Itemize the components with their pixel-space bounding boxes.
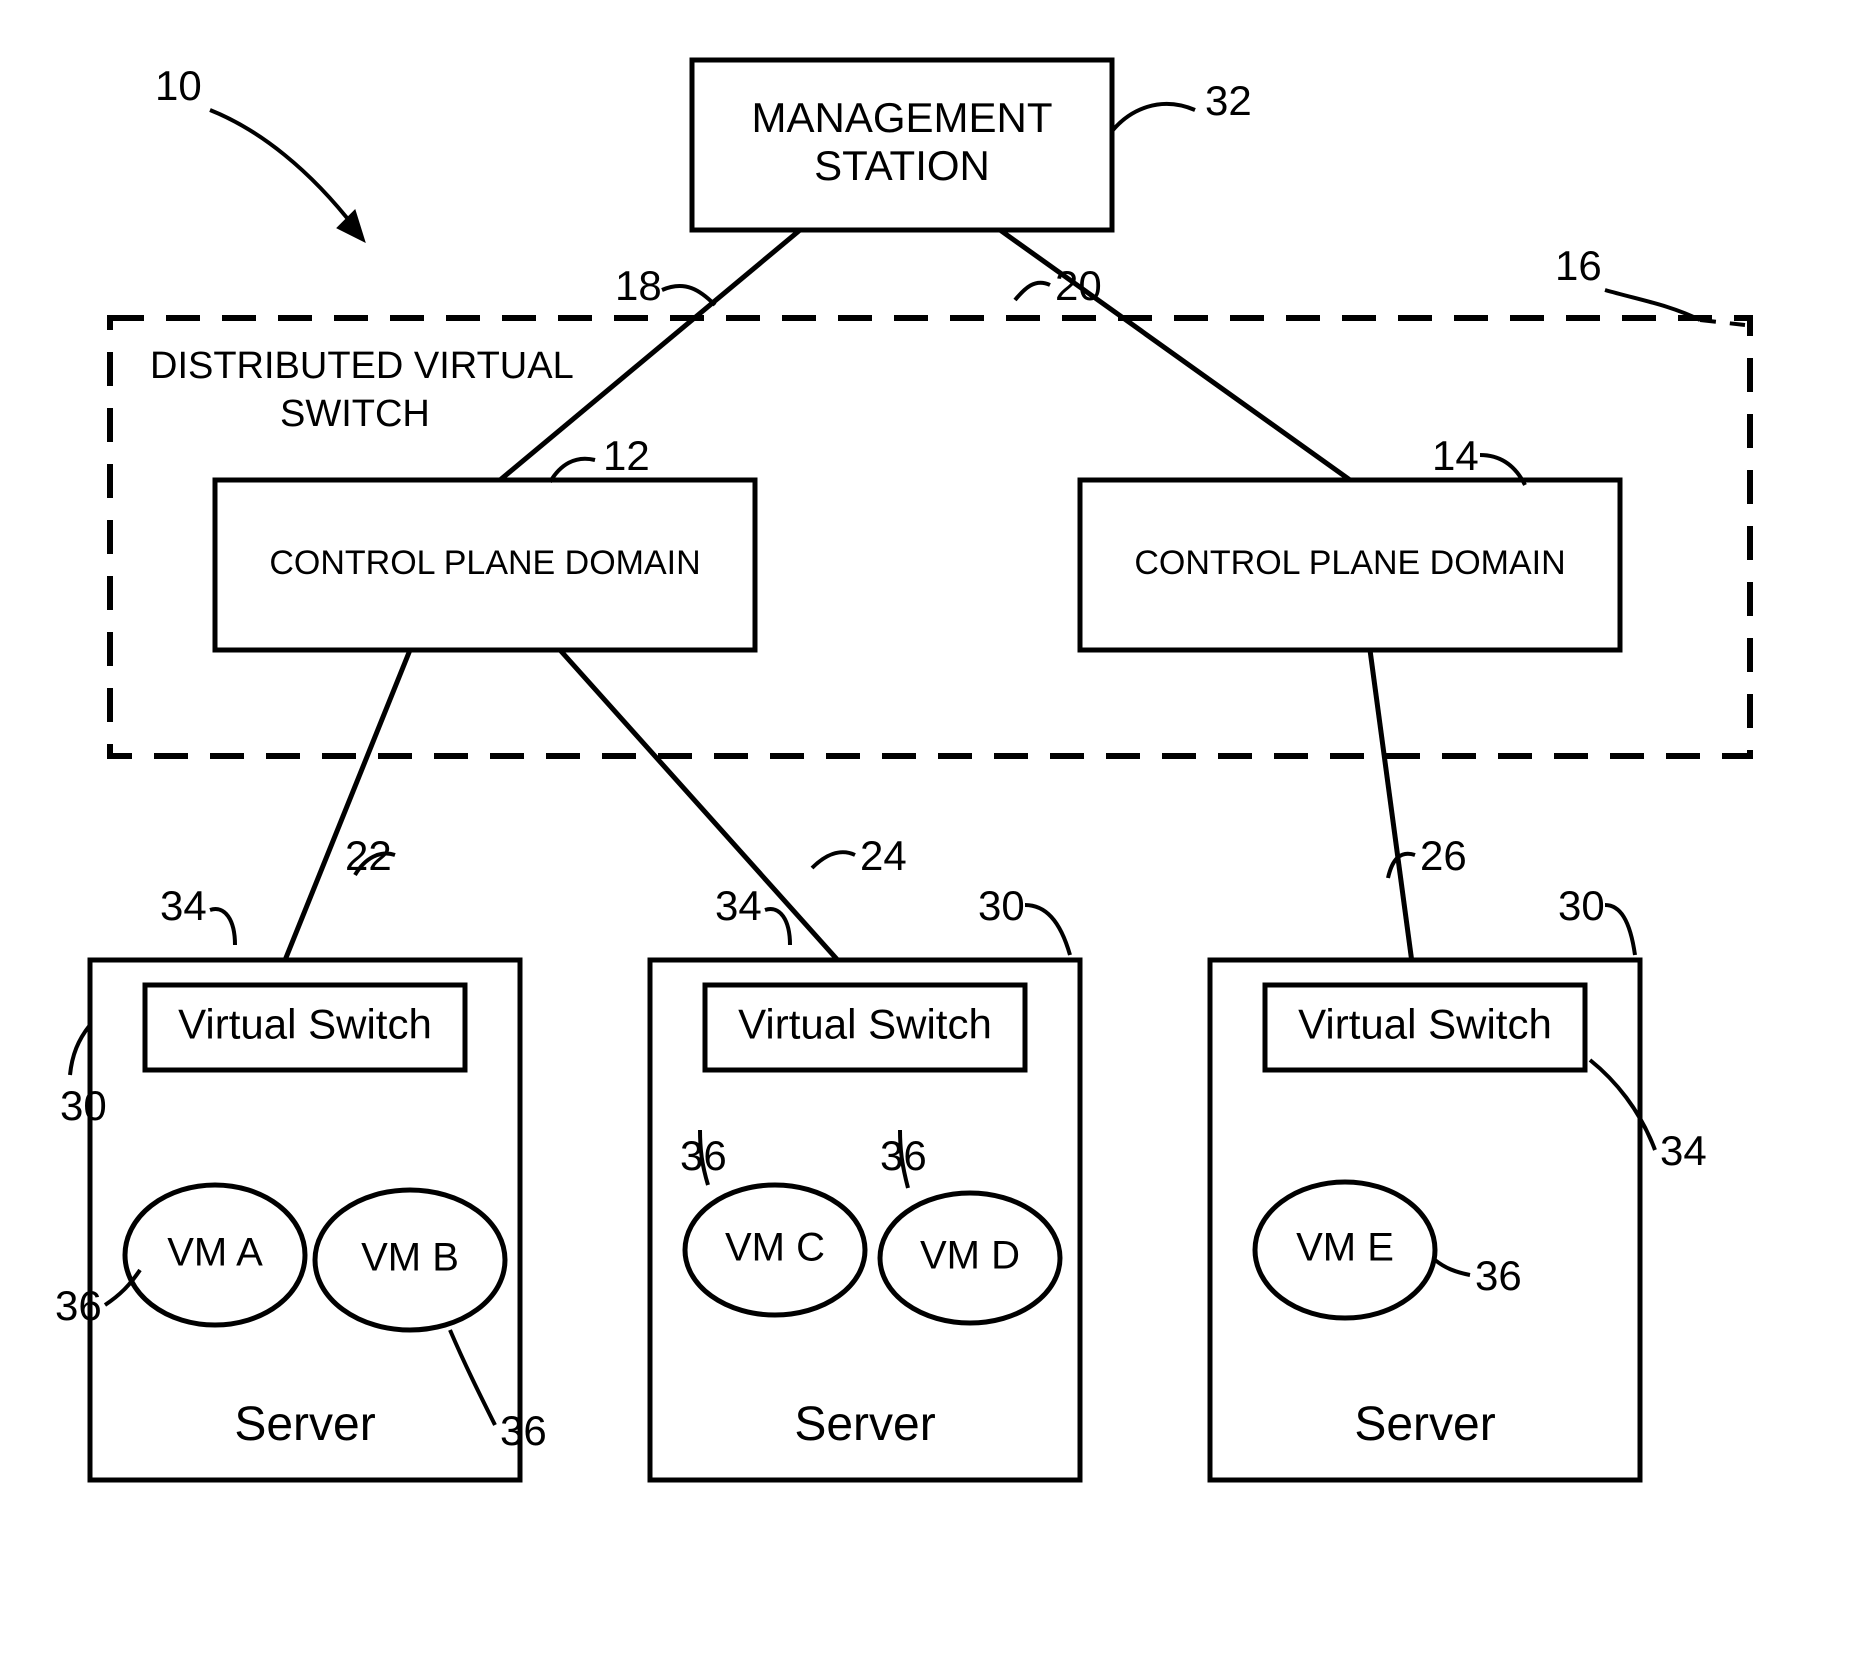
ref-10-arrowhead (337, 210, 365, 242)
ref-36-b: 36 (500, 1407, 547, 1454)
vsw1-label: Virtual Switch (178, 1001, 432, 1048)
edge-e24 (560, 650, 860, 985)
ref-32: 32 (1205, 77, 1252, 124)
leader-30-a (70, 1025, 90, 1075)
vm-b-label: VM B (361, 1236, 459, 1280)
vsw3-label: Virtual Switch (1298, 1001, 1552, 1048)
leader-20 (1015, 283, 1050, 300)
server3-label: Server (1354, 1398, 1495, 1451)
vsw2-label: Virtual Switch (738, 1001, 992, 1048)
cpd2-label: CONTROL PLANE DOMAIN (1134, 544, 1565, 582)
vm-a-label: VM A (167, 1231, 263, 1275)
ref-30-b: 30 (978, 882, 1025, 929)
edge-e26 (1370, 650, 1415, 985)
leader-32 (1113, 104, 1195, 130)
leader-34-b (765, 909, 790, 945)
ref-30-c: 30 (1558, 882, 1605, 929)
ref-18: 18 (615, 262, 662, 309)
cpd1-label: CONTROL PLANE DOMAIN (269, 544, 700, 582)
edge-e20 (1000, 230, 1350, 480)
leader-24 (812, 852, 855, 868)
dvs-label-2: SWITCH (280, 393, 430, 435)
ref-20: 20 (1055, 262, 1102, 309)
vm-e-label: VM E (1296, 1226, 1394, 1270)
ref-34-b: 34 (715, 882, 762, 929)
vm-c-label: VM C (725, 1226, 825, 1270)
ref-10-arrow (210, 110, 355, 228)
ref-34-a: 34 (160, 882, 207, 929)
leader-34-a (210, 909, 235, 945)
management-station-label: MANAGEMENT (751, 94, 1052, 141)
management-station-label: STATION (814, 142, 990, 189)
ref-36-a: 36 (55, 1282, 102, 1329)
dvs-label-1: DISTRIBUTED VIRTUAL (150, 345, 574, 387)
server2-label: Server (794, 1398, 935, 1451)
edge-e22 (275, 650, 410, 985)
ref-36-e: 36 (1475, 1252, 1522, 1299)
leader-18 (662, 286, 715, 305)
ref-30-a: 30 (60, 1082, 107, 1129)
ref-34-c: 34 (1660, 1127, 1707, 1174)
ref-24: 24 (860, 832, 907, 879)
leader-30-b (1025, 905, 1070, 955)
ref-26: 26 (1420, 832, 1467, 879)
leader-30-c (1605, 905, 1635, 955)
ref-10: 10 (155, 62, 202, 109)
ref-12: 12 (603, 432, 650, 479)
server1-label: Server (234, 1398, 375, 1451)
ref-16: 16 (1555, 242, 1602, 289)
vm-d-label: VM D (920, 1234, 1020, 1278)
ref-14: 14 (1432, 432, 1479, 479)
